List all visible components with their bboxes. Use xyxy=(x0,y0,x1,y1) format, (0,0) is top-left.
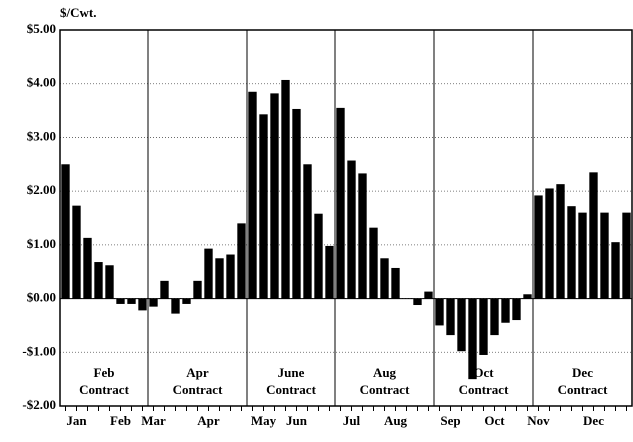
bar xyxy=(479,298,488,355)
bar xyxy=(248,91,257,299)
contract-label: Contract xyxy=(173,382,223,397)
bar xyxy=(435,298,444,326)
contract-label: Oct xyxy=(473,365,494,380)
bar xyxy=(446,298,455,336)
bar xyxy=(600,212,609,299)
bar xyxy=(182,298,191,304)
bar xyxy=(149,298,158,307)
contract-label: June xyxy=(278,365,305,380)
bar xyxy=(127,298,136,304)
bar xyxy=(105,265,114,299)
bar xyxy=(611,242,620,299)
bar xyxy=(512,298,521,321)
bar xyxy=(578,212,587,299)
y-tick-label: $1.00 xyxy=(27,236,56,251)
x-tick-label: Nov xyxy=(527,413,550,428)
x-tick-label: Oct xyxy=(484,413,505,428)
y-tick-label: $4.00 xyxy=(27,75,56,90)
contract-label: Feb xyxy=(94,365,115,380)
bar xyxy=(259,114,268,299)
bar xyxy=(358,173,367,299)
bar xyxy=(204,248,213,299)
bar xyxy=(391,267,400,299)
bar xyxy=(325,245,334,299)
bar xyxy=(83,237,92,299)
bar xyxy=(160,280,169,299)
bar xyxy=(314,213,323,299)
x-tick-label: Sep xyxy=(440,413,460,428)
bar xyxy=(523,294,532,299)
bar xyxy=(61,164,70,299)
bar xyxy=(556,184,565,299)
contract-label: Dec xyxy=(572,365,593,380)
y-tick-label: $3.00 xyxy=(27,128,56,143)
bar xyxy=(501,298,510,323)
bar xyxy=(303,164,312,299)
y-axis-label: $/Cwt. xyxy=(60,5,96,20)
bar xyxy=(369,227,378,299)
bar xyxy=(94,262,103,299)
y-tick-label: -$1.00 xyxy=(22,343,56,358)
bar xyxy=(193,280,202,299)
bar xyxy=(545,188,554,299)
bar xyxy=(589,172,598,299)
bar xyxy=(622,212,631,299)
x-tick-label: Jun xyxy=(286,413,308,428)
bar xyxy=(292,108,301,299)
y-tick-label: $2.00 xyxy=(27,182,56,197)
y-tick-label: $0.00 xyxy=(27,290,56,305)
bar xyxy=(237,223,246,299)
bar xyxy=(534,195,543,299)
contract-label: Contract xyxy=(360,382,410,397)
contract-label: Contract xyxy=(459,382,509,397)
bar xyxy=(226,254,235,299)
y-tick-label: $5.00 xyxy=(27,21,56,36)
bar xyxy=(457,298,466,352)
x-tick-label: May xyxy=(251,413,277,428)
contract-label: Contract xyxy=(266,382,316,397)
x-tick-label: Jul xyxy=(343,413,361,428)
bar xyxy=(468,298,477,380)
contract-label: Contract xyxy=(79,382,129,397)
x-tick-label: Feb xyxy=(110,413,131,428)
bar xyxy=(336,107,345,299)
bar xyxy=(281,79,290,299)
plot-frame xyxy=(59,29,633,407)
x-tick-label: Mar xyxy=(141,413,166,428)
bar xyxy=(490,298,499,336)
bar xyxy=(567,206,576,299)
bar xyxy=(215,258,224,299)
bar xyxy=(424,291,433,299)
bar xyxy=(116,298,125,304)
bar xyxy=(72,205,81,299)
y-tick-label: -$2.00 xyxy=(22,397,56,412)
bar xyxy=(138,298,147,311)
x-tick-label: Jan xyxy=(66,413,87,428)
bar xyxy=(380,258,389,299)
bar xyxy=(347,160,356,299)
bar xyxy=(270,93,279,299)
contract-label: Contract xyxy=(558,382,608,397)
x-tick-label: Apr xyxy=(197,413,220,428)
bar xyxy=(171,298,180,314)
contract-label: Aug xyxy=(373,365,397,380)
contract-label: Apr xyxy=(186,365,209,380)
x-tick-label: Dec xyxy=(583,413,604,428)
bar xyxy=(413,298,422,306)
x-tick-label: Aug xyxy=(384,413,408,428)
